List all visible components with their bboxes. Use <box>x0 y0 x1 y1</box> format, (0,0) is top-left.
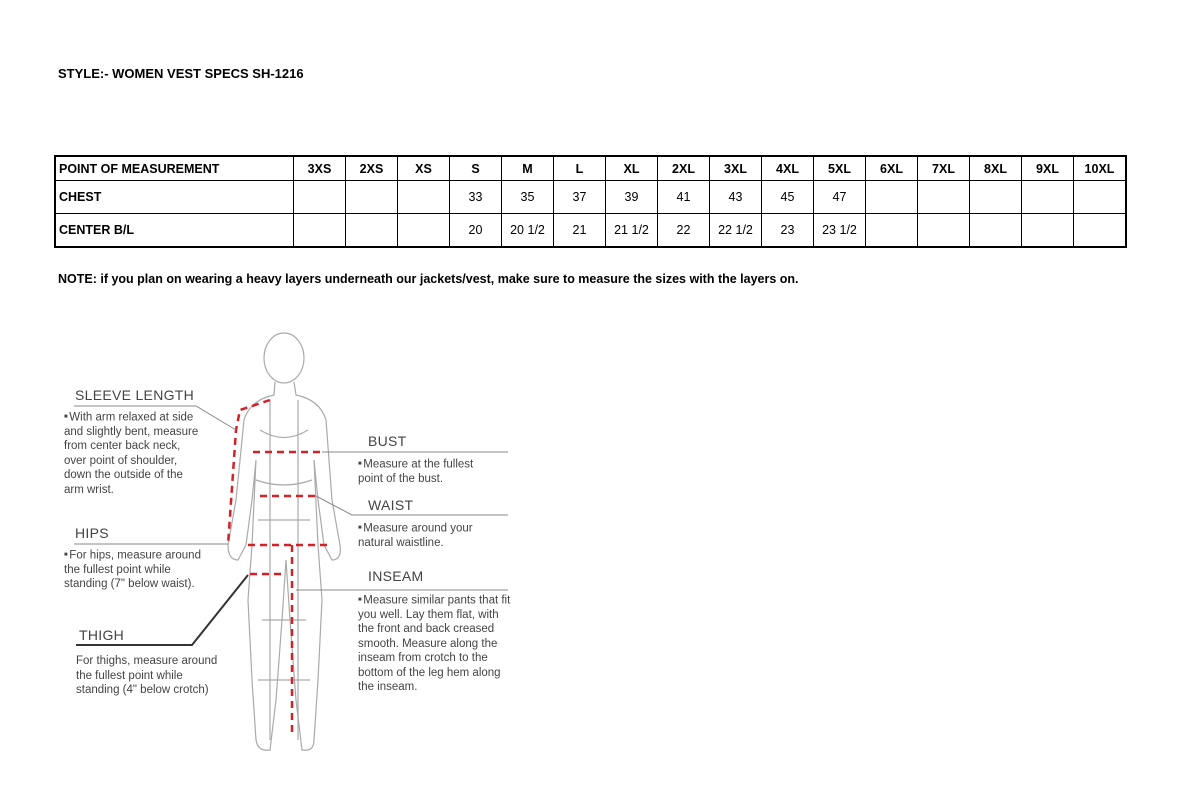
layering-note: NOTE: if you plan on wearing a heavy lay… <box>58 272 799 286</box>
sleeve-length-label: SLEEVE LENGTH <box>75 387 195 403</box>
table-cell <box>1073 180 1127 214</box>
table-cell: 23 <box>761 213 814 248</box>
thigh-label: THIGH <box>79 627 125 643</box>
row-label-cell: CHEST <box>54 180 294 214</box>
table-cell: XL <box>605 155 658 181</box>
table-cell <box>345 213 398 248</box>
table-cell: 20 <box>449 213 502 248</box>
row-label-cell: POINT OF MEASUREMENT <box>54 155 294 181</box>
table-cell: 20 1/2 <box>501 213 554 248</box>
table-cell: 33 <box>449 180 502 214</box>
table-cell <box>1021 180 1074 214</box>
waist-text: Measure around your natural waistline. <box>358 521 498 550</box>
table-cell: 22 1/2 <box>709 213 762 248</box>
table-cell: 5XL <box>813 155 866 181</box>
inseam-label: INSEAM <box>368 568 424 584</box>
thigh-text: For thighs, measure around the fullest p… <box>76 655 218 696</box>
waist-label: WAIST <box>368 497 414 513</box>
table-cell: 10XL <box>1073 155 1127 181</box>
table-cell: L <box>553 155 606 181</box>
table-cell: S <box>449 155 502 181</box>
table-cell: 41 <box>657 180 710 214</box>
table-cell: 35 <box>501 180 554 214</box>
body-outline <box>227 332 341 751</box>
table-cell <box>1073 213 1127 248</box>
bust-label: BUST <box>368 433 407 449</box>
table-header-row: POINT OF MEASUREMENT 3XS 2XS XS S M L XL 2XL 3XL 4… <box>54 155 1127 181</box>
size-chart-table: POINT OF MEASUREMENT 3XS 2XS XS S M L XL 2XL 3XL 4… <box>54 155 1127 248</box>
table-cell <box>397 180 450 214</box>
table-cell <box>1021 213 1074 248</box>
leader-lines <box>74 405 508 646</box>
hips-label: HIPS <box>75 525 109 541</box>
row-label-cell: CENTER B/L <box>54 213 294 248</box>
sleeve-length-text: With arm relaxed at side and slightly be… <box>64 410 204 497</box>
table-cell <box>969 180 1022 214</box>
table-cell: 21 <box>553 213 606 248</box>
table-cell: 3XL <box>709 155 762 181</box>
table-cell: 47 <box>813 180 866 214</box>
table-cell: 3XS <box>293 155 346 181</box>
measurement-dash-lines <box>226 398 328 735</box>
table-cell: 22 <box>657 213 710 248</box>
table-cell: 6XL <box>865 155 918 181</box>
table-cell <box>293 180 346 214</box>
table-cell: 45 <box>761 180 814 214</box>
table-cell <box>917 213 970 248</box>
table-cell: 43 <box>709 180 762 214</box>
table-cell: 2XS <box>345 155 398 181</box>
bust-text: Measure at the fullest point of the bust… <box>358 457 498 486</box>
hips-text: For hips, measure around the fullest poi… <box>64 548 209 592</box>
inseam-text: Measure similar pants that fit you well.… <box>358 593 513 695</box>
table-row: CHEST 33 35 37 39 41 43 45 47 <box>54 180 1127 214</box>
style-title: STYLE:- WOMEN VEST SPECS SH-1216 <box>58 66 304 81</box>
table-cell <box>293 213 346 248</box>
table-row: CENTER B/L 20 20 1/2 21 21 1/2 22 22 1/2 23 23 1… <box>54 213 1127 248</box>
